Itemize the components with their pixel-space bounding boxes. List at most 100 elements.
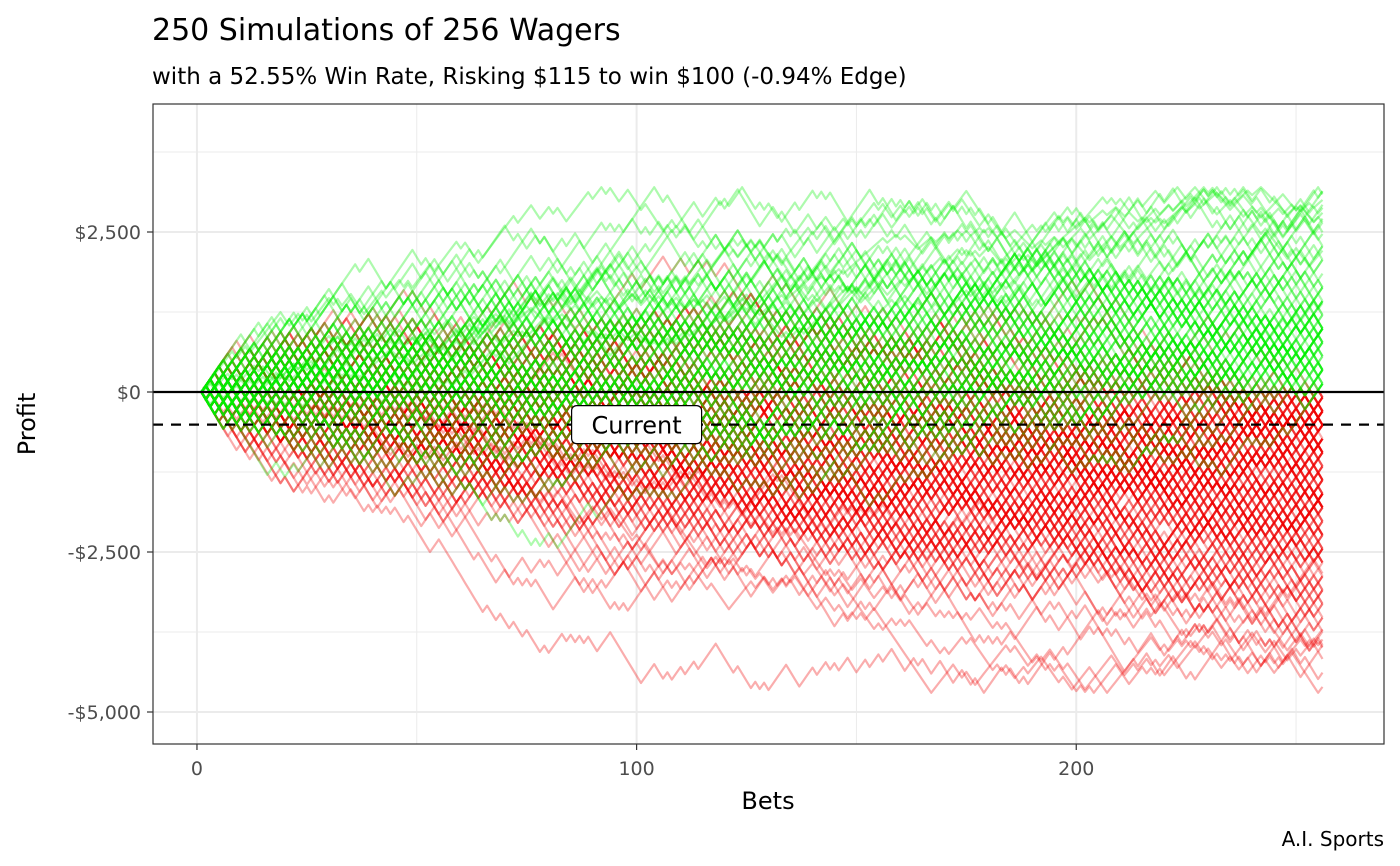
simulation-line: [200, 337, 1324, 455]
simulation-line: [200, 306, 1324, 403]
simulation-line: [200, 333, 1324, 435]
current-label: Current: [571, 405, 703, 445]
simulation-line: [200, 261, 1324, 406]
simulation-line: [200, 327, 1324, 562]
simulation-line: [200, 372, 1324, 584]
simulation-line: [200, 276, 1324, 409]
simulation-line: [200, 270, 1324, 408]
simulation-line: [200, 237, 1324, 400]
simulation-line: [200, 333, 1324, 537]
simulation-line: [200, 368, 1324, 478]
simulation-line: [200, 287, 1324, 515]
simulation-line: [200, 306, 1324, 462]
simulation-line: [200, 186, 1324, 404]
simulation-line: [200, 373, 1324, 481]
simulation-line: [200, 330, 1324, 521]
simulation-line: [200, 384, 1324, 589]
simulation-line: [200, 389, 1324, 511]
simulation-line: [200, 276, 1324, 393]
simulation-line: [200, 346, 1324, 485]
simulation-line: [200, 391, 1324, 694]
simulation-line: [200, 249, 1324, 416]
simulation-line: [200, 379, 1324, 694]
simulation-line: [200, 378, 1324, 623]
simulation-line: [200, 348, 1324, 441]
simulation-line: [200, 364, 1324, 560]
simulation-line: [200, 295, 1324, 473]
simulation-line: [200, 333, 1324, 476]
simulation-line: [200, 391, 1324, 605]
x-axis-title: Bets: [741, 787, 794, 815]
simulation-line: [200, 384, 1324, 508]
x-tick-label: 0: [191, 758, 203, 780]
simulation-line: [200, 360, 1324, 531]
caption: A.I. Sports: [1282, 827, 1384, 851]
simulation-line: [200, 354, 1324, 518]
simulation-line: [200, 186, 1324, 403]
simulation-line: [200, 351, 1324, 585]
simulation-line: [200, 299, 1324, 450]
simulation-line: [200, 358, 1324, 506]
x-axis: 0 100 200: [191, 744, 1094, 780]
simulation-line: [200, 279, 1324, 413]
simulation-line: [200, 372, 1324, 505]
simulation-line: [200, 376, 1324, 637]
simulation-line: [200, 303, 1324, 453]
simulation-line: [200, 384, 1324, 626]
simulation-line: [200, 391, 1324, 555]
simulation-line: [200, 356, 1324, 533]
simulation-line: [200, 291, 1324, 459]
simulation-line: [200, 391, 1324, 681]
simulation-line: [200, 186, 1324, 399]
simulation-line: [200, 337, 1324, 484]
simulation-line: [200, 370, 1324, 537]
simulation-line: [200, 391, 1324, 535]
simulation-line: [200, 342, 1324, 549]
simulation-line: [200, 353, 1324, 652]
simulation-line: [200, 381, 1324, 498]
simulation-line: [200, 336, 1324, 511]
x-tick-label: 100: [618, 758, 654, 780]
simulation-line: [200, 384, 1324, 566]
simulation-line: [200, 217, 1324, 454]
simulation-line: [200, 357, 1324, 481]
simulation-line: [200, 229, 1324, 394]
simulation-line: [200, 358, 1324, 458]
simulation-line: [200, 384, 1324, 519]
simulation-line: [200, 204, 1324, 393]
simulation-line: [200, 352, 1324, 571]
simulation-line: [200, 353, 1324, 463]
simulation-line: [200, 236, 1324, 411]
simulation-line: [200, 382, 1324, 509]
simulation-line: [200, 186, 1324, 416]
simulation-line: [200, 329, 1324, 411]
simulation-line: [200, 249, 1324, 420]
simulation-line: [200, 384, 1324, 694]
simulation-line: [200, 385, 1324, 618]
simulation-line: [200, 228, 1324, 393]
simulation-line: [200, 327, 1324, 480]
simulation-line: [200, 299, 1324, 410]
simulation-line: [200, 259, 1324, 403]
simulation-line: [200, 312, 1324, 458]
simulation-line: [200, 243, 1324, 478]
simulation-line: [200, 316, 1324, 442]
simulation-line: [200, 307, 1324, 419]
simulation-line: [200, 369, 1324, 571]
simulation-line: [200, 329, 1324, 435]
simulation-line: [200, 366, 1324, 488]
simulation-line: [200, 186, 1324, 409]
simulation-line: [200, 361, 1324, 590]
simulation-line: [200, 349, 1324, 681]
simulation-line: [200, 274, 1324, 426]
simulation-line: [200, 343, 1324, 505]
simulation-line: [200, 365, 1324, 623]
simulation-line: [200, 300, 1324, 452]
simulation-line: [200, 329, 1324, 479]
simulation-line: [200, 316, 1324, 477]
y-tick-label: -$5,000: [68, 702, 141, 724]
simulation-line: [200, 186, 1324, 409]
simulation-line: [200, 356, 1324, 466]
simulation-line: [200, 186, 1324, 396]
simulation-line: [200, 366, 1324, 694]
